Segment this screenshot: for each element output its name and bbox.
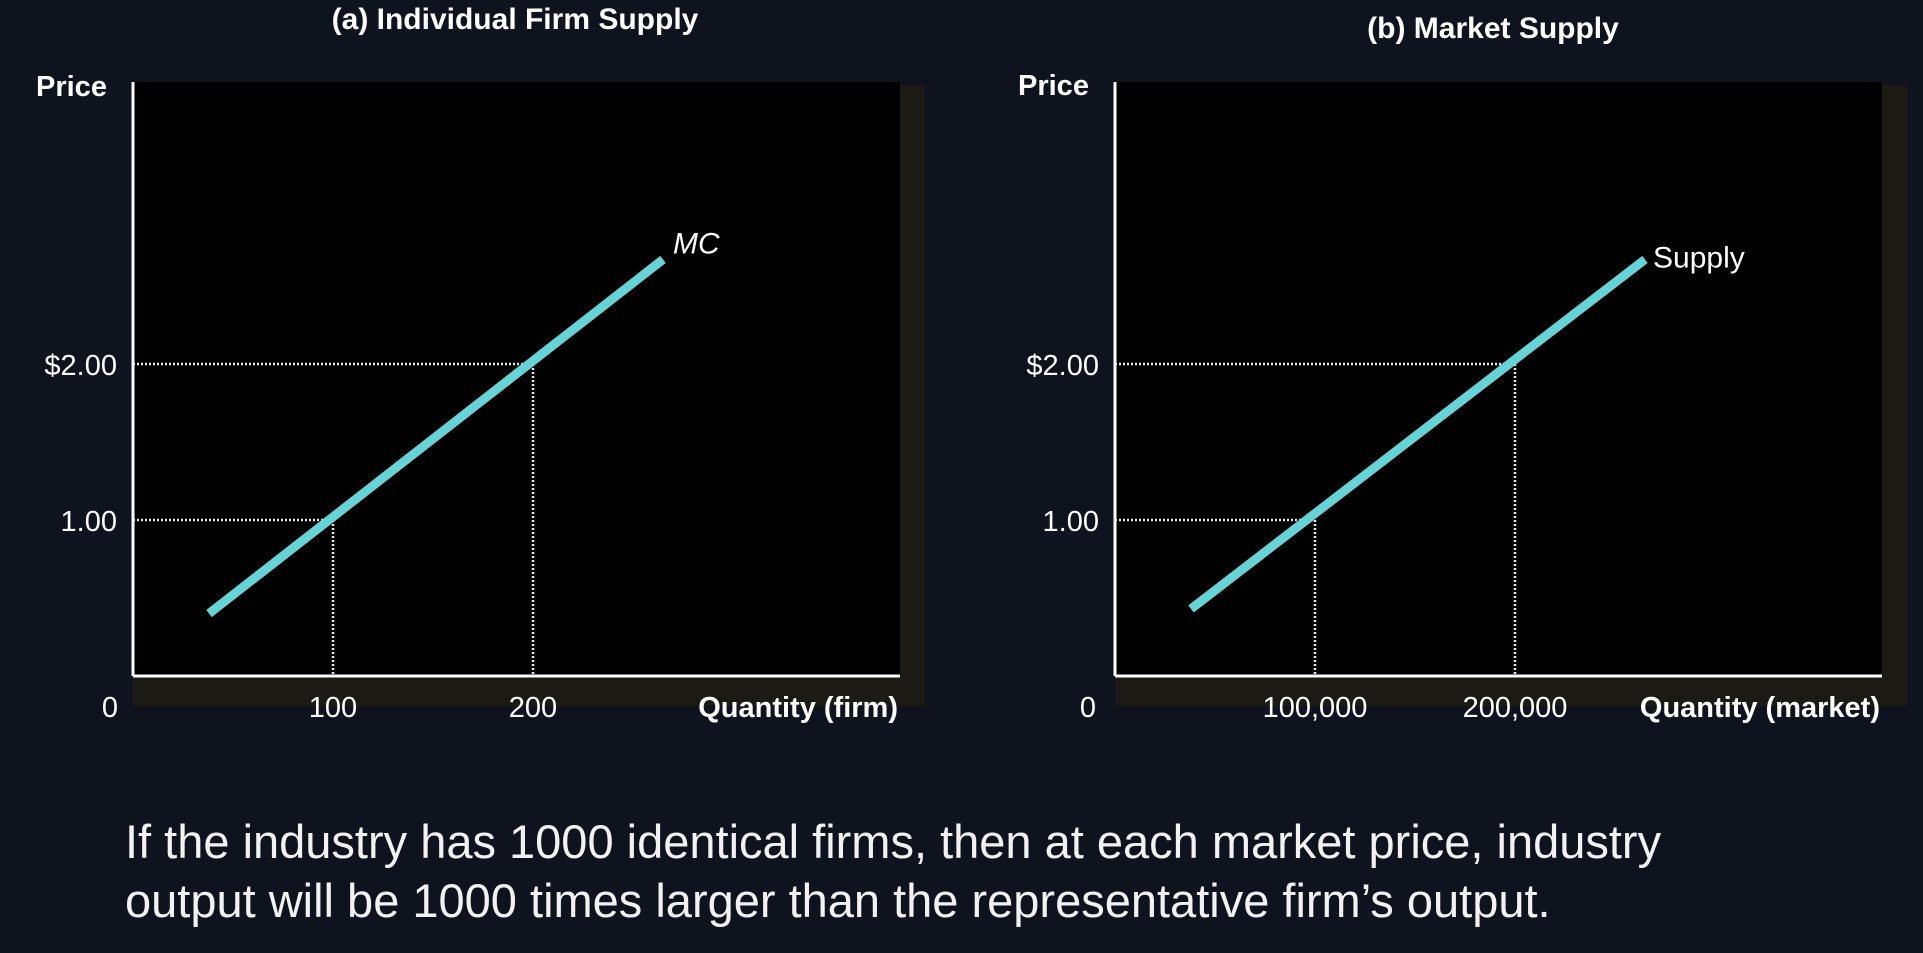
panel-a-y-tick-label-1: $2.00 <box>44 350 117 382</box>
panel-a-x-tick-label-1: 100 <box>309 692 357 724</box>
caption-line-2: output will be 1000 times larger than th… <box>125 874 1551 927</box>
panel-b-title: (b) Market Supply <box>1367 12 1619 45</box>
panel-b-x-axis-label: Quantity (market) <box>1640 692 1880 724</box>
panel-b-y-axis-label: Price <box>1018 70 1089 102</box>
panel-a-curve-label: MC <box>673 227 720 260</box>
caption-line-1: If the industry has 1000 identical firms… <box>125 815 1662 868</box>
panel-a-x-axis-label: Quantity (firm) <box>698 692 898 724</box>
panel-a-y-tick-label-2: 1.00 <box>61 506 117 538</box>
panel-b-x-tick-label-1: 100,000 <box>1263 692 1368 724</box>
panel-b-x-tick-label-2: 200,000 <box>1463 692 1568 724</box>
panel-a-x-tick-label-2: 200 <box>509 692 557 724</box>
panel-a-supply-curve <box>206 255 666 618</box>
panel-b-curve-label: Supply <box>1653 241 1745 274</box>
panel-b-y-tick-label-2: 1.00 <box>1043 506 1099 538</box>
panel-b-origin-label: 0 <box>1080 692 1096 724</box>
panel-b-supply-curve <box>1188 255 1648 613</box>
panel-b-plot-area <box>1115 82 1882 676</box>
panel-b-y-tick-label-1: $2.00 <box>1026 350 1099 382</box>
panel-a-y-axis-label: Price <box>36 71 107 103</box>
panel-a-origin-label: 0 <box>102 692 118 724</box>
panel-a-title: (a) Individual Firm Supply <box>332 3 699 36</box>
caption: If the industry has 1000 identical firms… <box>125 812 1885 930</box>
